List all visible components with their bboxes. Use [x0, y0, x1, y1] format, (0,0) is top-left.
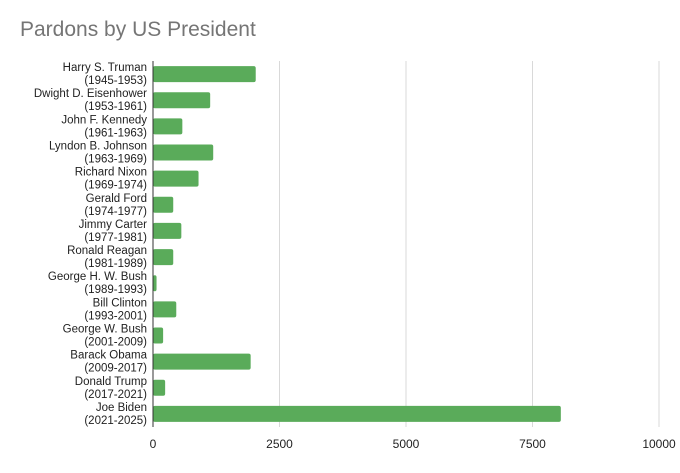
bar-6	[153, 222, 182, 239]
category-label-0: Harry S. Truman(1945-1953)	[63, 62, 148, 87]
category-label-9-line-0: Bill Clinton	[93, 297, 147, 309]
category-label-4: Richard Nixon(1969-1974)	[75, 167, 147, 192]
category-label-2-line-0: John F. Kennedy	[61, 114, 147, 126]
category-label-8-line-0: George H. W. Bush	[48, 271, 147, 283]
category-label-4-line-1: (1969-1974)	[84, 180, 147, 192]
category-label-7-line-0: Ronald Reagan	[67, 245, 147, 257]
category-label-7: Ronald Reagan(1981-1989)	[67, 245, 147, 270]
bar-2	[153, 118, 183, 135]
bar-7	[153, 249, 174, 266]
x-tick-label-4: 10000	[642, 437, 676, 451]
bar-12	[153, 379, 166, 396]
category-label-9: Bill Clinton(1993-2001)	[84, 297, 147, 322]
bar-10	[153, 327, 164, 344]
x-tick-label-2: 5000	[393, 437, 420, 451]
category-label-2-line-1: (1961-1963)	[84, 127, 147, 139]
category-label-1-line-1: (1953-1961)	[84, 101, 147, 113]
category-label-1: Dwight D. Eisenhower(1953-1961)	[34, 88, 147, 113]
category-label-9-line-1: (1993-2001)	[84, 310, 147, 322]
category-label-3: Lyndon B. Johnson(1963-1969)	[49, 141, 147, 166]
category-label-11-line-0: Barack Obama	[70, 350, 147, 362]
category-label-13-line-1: (2021-2025)	[84, 415, 147, 427]
category-label-5-line-1: (1974-1977)	[84, 206, 147, 218]
category-label-0-line-1: (1945-1953)	[84, 75, 147, 87]
category-label-8-line-1: (1989-1993)	[84, 284, 147, 296]
category-label-11: Barack Obama(2009-2017)	[70, 350, 147, 375]
bar-5	[153, 196, 174, 213]
category-label-2: John F. Kennedy(1961-1963)	[61, 114, 147, 139]
category-label-13-line-0: Joe Biden	[96, 402, 147, 414]
category-label-6: Jimmy Carter(1977-1981)	[79, 219, 148, 244]
category-label-3-line-1: (1963-1969)	[84, 154, 147, 166]
category-label-6-line-1: (1977-1981)	[84, 232, 147, 244]
category-label-6-line-0: Jimmy Carter	[79, 219, 148, 231]
category-label-13: Joe Biden(2021-2025)	[84, 402, 147, 427]
x-tick-label-0: 0	[150, 437, 157, 451]
category-label-12-line-0: Donald Trump	[75, 376, 147, 388]
x-tick-label-1: 2500	[266, 437, 293, 451]
category-label-10: George W. Bush(2001-2009)	[63, 324, 148, 349]
bar-13	[153, 405, 561, 422]
category-label-5: Gerald Ford(1974-1977)	[84, 193, 147, 218]
category-label-10-line-0: George W. Bush	[63, 324, 147, 336]
category-label-12: Donald Trump(2017-2021)	[75, 376, 147, 401]
category-label-1-line-0: Dwight D. Eisenhower	[34, 88, 147, 100]
category-label-3-line-0: Lyndon B. Johnson	[49, 141, 147, 153]
category-label-11-line-1: (2009-2017)	[84, 363, 147, 375]
category-label-12-line-1: (2017-2021)	[84, 389, 147, 401]
category-label-10-line-1: (2001-2009)	[84, 337, 147, 349]
chart-title: Pardons by US President	[20, 18, 256, 41]
bar-3	[153, 144, 214, 161]
bar-9	[153, 301, 177, 318]
category-label-8: George H. W. Bush(1989-1993)	[48, 271, 147, 296]
x-tick-label-3: 7500	[519, 437, 546, 451]
bar-8	[153, 275, 157, 292]
category-label-4-line-0: Richard Nixon	[75, 167, 147, 179]
bar-0	[153, 66, 256, 83]
bar-4	[153, 170, 199, 187]
category-label-0-line-0: Harry S. Truman	[63, 62, 147, 74]
bar-1	[153, 92, 211, 109]
category-label-5-line-0: Gerald Ford	[86, 193, 147, 205]
bar-11	[153, 353, 251, 370]
category-label-7-line-1: (1981-1989)	[84, 258, 147, 270]
